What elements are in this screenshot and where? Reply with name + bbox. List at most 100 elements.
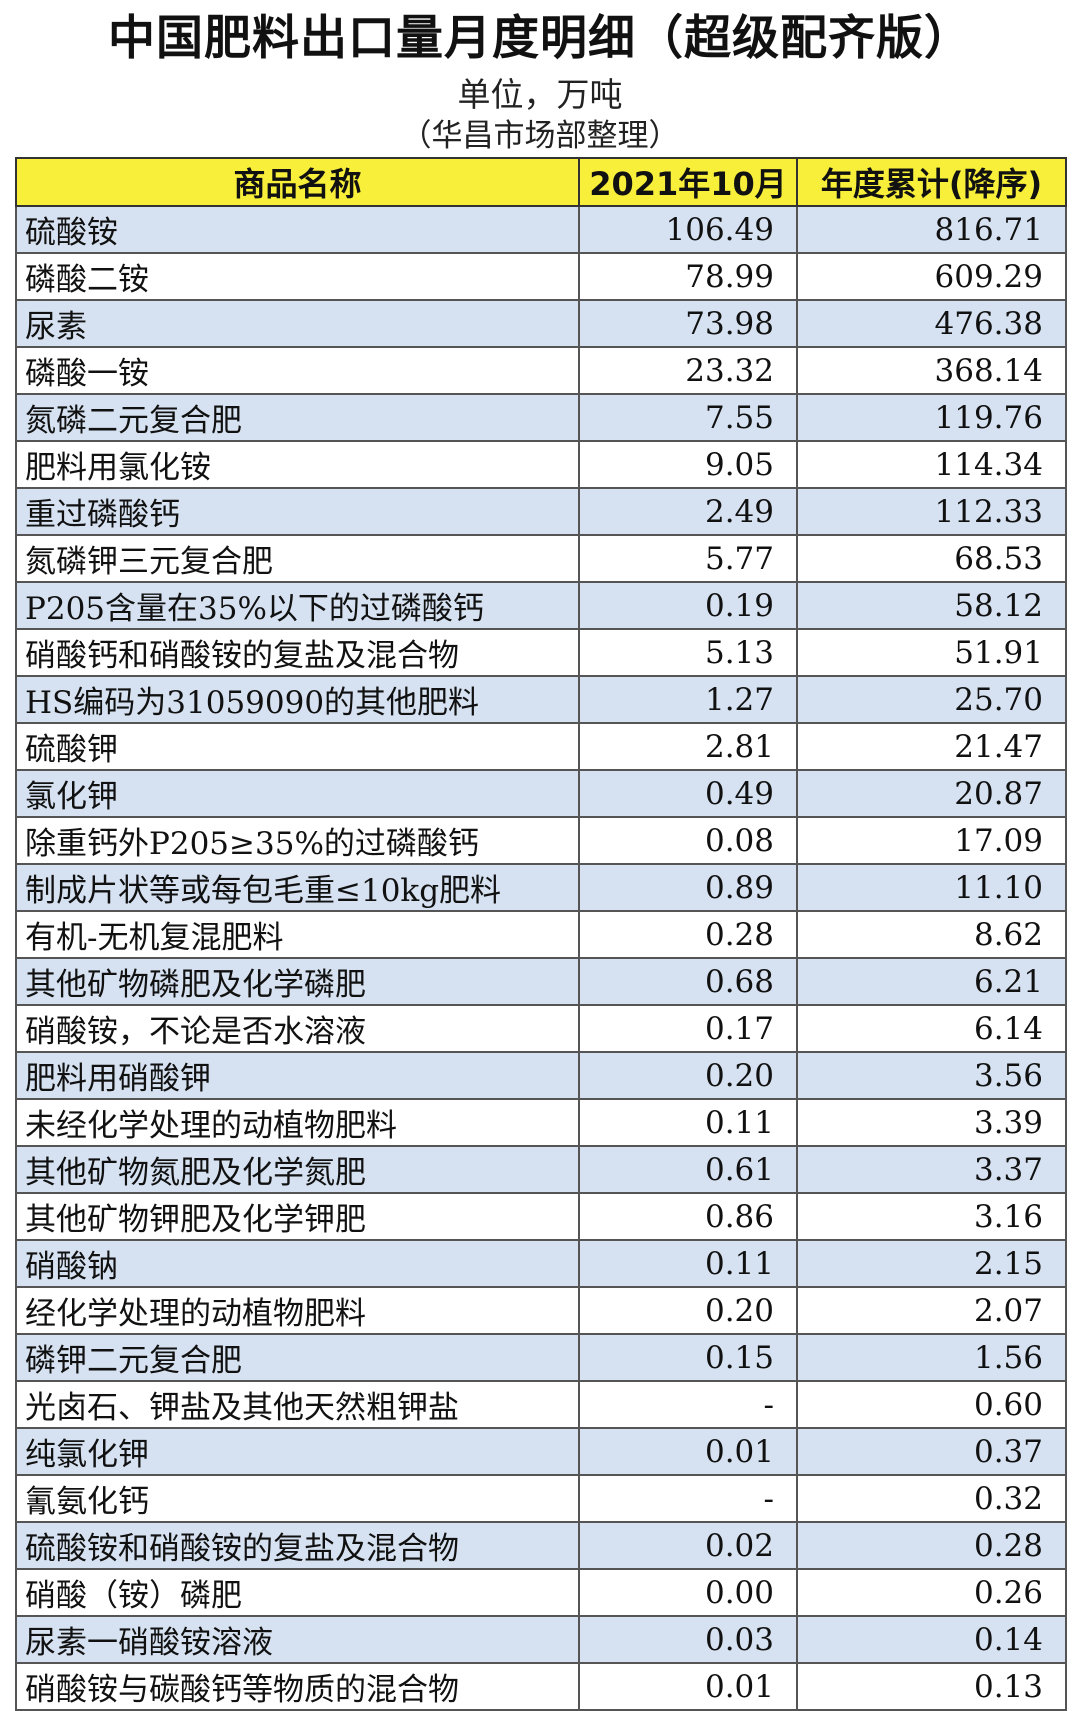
product-name-cell: 制成片状等或每包毛重≤10kg肥料 [15, 863, 580, 912]
ytd-value-cell: 21.47 [796, 722, 1067, 771]
ytd-value-cell: 25.70 [796, 675, 1067, 724]
source-label: （华昌市场部整理） [400, 118, 680, 154]
ytd-value-cell: 112.33 [796, 487, 1067, 536]
table-row: P205含量在35%以下的过磷酸钙 0.19 58.12 [15, 581, 1067, 630]
ytd-value-cell: 3.56 [796, 1051, 1067, 1100]
ytd-value-cell: 6.21 [796, 957, 1067, 1006]
product-name-cell: 硫酸钾 [15, 722, 580, 771]
product-name-cell: 氮磷二元复合肥 [15, 393, 580, 442]
product-name-cell: 光卤石、钾盐及其他天然粗钾盐 [15, 1380, 580, 1429]
table-row: 尿素 73.98 476.38 [15, 299, 1067, 348]
table-row: 制成片状等或每包毛重≤10kg肥料 0.89 11.10 [15, 863, 1067, 912]
month-value-cell: 0.68 [578, 957, 798, 1006]
ytd-value-cell: 114.34 [796, 440, 1067, 489]
table-row: 磷酸二铵 78.99 609.29 [15, 252, 1067, 301]
table-row: 硝酸（铵）磷肥 0.00 0.26 [15, 1568, 1067, 1617]
table-row: 其他矿物氮肥及化学氮肥 0.61 3.37 [15, 1145, 1067, 1194]
month-value-cell: 0.86 [578, 1192, 798, 1241]
product-name-cell: 有机-无机复混肥料 [15, 910, 580, 959]
header-product-name: 商品名称 [15, 157, 580, 207]
ytd-value-cell: 20.87 [796, 769, 1067, 818]
ytd-value-cell: 609.29 [796, 252, 1067, 301]
month-value-cell: 5.77 [578, 534, 798, 583]
ytd-value-cell: 2.07 [796, 1286, 1067, 1335]
table-row: HS编码为31059090的其他肥料 1.27 25.70 [15, 675, 1067, 724]
product-name-cell: 其他矿物氮肥及化学氮肥 [15, 1145, 580, 1194]
month-value-cell: 7.55 [578, 393, 798, 442]
product-name-cell: 肥料用硝酸钾 [15, 1051, 580, 1100]
month-value-cell: 0.03 [578, 1615, 798, 1664]
month-value-cell: 0.20 [578, 1286, 798, 1335]
table-row: 磷钾二元复合肥 0.15 1.56 [15, 1333, 1067, 1382]
ytd-value-cell: 0.32 [796, 1474, 1067, 1523]
table-body: 硫酸铵 106.49 816.71 磷酸二铵 78.99 609.29 尿素 73.98 476… [15, 205, 1067, 1711]
table-row: 经化学处理的动植物肥料 0.20 2.07 [15, 1286, 1067, 1335]
table-row: 氮磷二元复合肥 7.55 119.76 [15, 393, 1067, 442]
page-title: 中国肥料出口量月度明细（超级配齐版） [108, 11, 972, 66]
fertilizer-export-table: 商品名称 2021年10月 年度累计(降序) 硫酸铵 106.49 816.71 磷酸… [15, 157, 1067, 1711]
table-row: 硝酸钠 0.11 2.15 [15, 1239, 1067, 1288]
ytd-value-cell: 0.14 [796, 1615, 1067, 1664]
ytd-value-cell: 17.09 [796, 816, 1067, 865]
month-value-cell: 0.08 [578, 816, 798, 865]
month-value-cell: 1.27 [578, 675, 798, 724]
table-row: 硫酸钾 2.81 21.47 [15, 722, 1067, 771]
month-value-cell: 5.13 [578, 628, 798, 677]
ytd-value-cell: 816.71 [796, 205, 1067, 254]
table-row: 氰氨化钙 -0.32 [15, 1474, 1067, 1523]
month-value-cell: 0.89 [578, 863, 798, 912]
table-row: 有机-无机复混肥料 0.28 8.62 [15, 910, 1067, 959]
ytd-value-cell: 58.12 [796, 581, 1067, 630]
product-name-cell: HS编码为31059090的其他肥料 [15, 675, 580, 724]
month-value-cell: 0.28 [578, 910, 798, 959]
product-name-cell: 氮磷钾三元复合肥 [15, 534, 580, 583]
product-name-cell: 纯氯化钾 [15, 1427, 580, 1476]
product-name-cell: 其他矿物磷肥及化学磷肥 [15, 957, 580, 1006]
product-name-cell: 磷钾二元复合肥 [15, 1333, 580, 1382]
month-value-cell: 23.32 [578, 346, 798, 395]
table-row: 除重钙外P205≥35%的过磷酸钙 0.08 17.09 [15, 816, 1067, 865]
table-row: 尿素一硝酸铵溶液 0.03 0.14 [15, 1615, 1067, 1664]
ytd-value-cell: 0.37 [796, 1427, 1067, 1476]
month-value-cell: 2.81 [578, 722, 798, 771]
product-name-cell: 尿素一硝酸铵溶液 [15, 1615, 580, 1664]
table-row: 氯化钾 0.49 20.87 [15, 769, 1067, 818]
product-name-cell: 硫酸铵和硝酸铵的复盐及混合物 [15, 1521, 580, 1570]
ytd-value-cell: 0.26 [796, 1568, 1067, 1617]
ytd-value-cell: 6.14 [796, 1004, 1067, 1053]
ytd-value-cell: 68.53 [796, 534, 1067, 583]
table-row: 氮磷钾三元复合肥 5.77 68.53 [15, 534, 1067, 583]
ytd-value-cell: 8.62 [796, 910, 1067, 959]
ytd-value-cell: 51.91 [796, 628, 1067, 677]
product-name-cell: 氰氨化钙 [15, 1474, 580, 1523]
table-row: 磷酸一铵 23.32 368.14 [15, 346, 1067, 395]
month-value-cell: - [578, 1474, 798, 1523]
table-row: 光卤石、钾盐及其他天然粗钾盐 -0.60 [15, 1380, 1067, 1429]
product-name-cell: 硝酸（铵）磷肥 [15, 1568, 580, 1617]
product-name-cell: 硝酸铵与碳酸钙等物质的混合物 [15, 1662, 580, 1711]
ytd-value-cell: 0.60 [796, 1380, 1067, 1429]
product-name-cell: 硝酸铵，不论是否水溶液 [15, 1004, 580, 1053]
table-header-row: 商品名称 2021年10月 年度累计(降序) [15, 157, 1067, 207]
month-value-cell: 0.11 [578, 1098, 798, 1147]
month-value-cell: 0.19 [578, 581, 798, 630]
product-name-cell: 硫酸铵 [15, 205, 580, 254]
ytd-value-cell: 3.39 [796, 1098, 1067, 1147]
month-value-cell: - [578, 1380, 798, 1429]
product-name-cell: 除重钙外P205≥35%的过磷酸钙 [15, 816, 580, 865]
table-row: 硝酸铵，不论是否水溶液 0.17 6.14 [15, 1004, 1067, 1053]
table-row: 硫酸铵 106.49 816.71 [15, 205, 1067, 254]
month-value-cell: 9.05 [578, 440, 798, 489]
ytd-value-cell: 119.76 [796, 393, 1067, 442]
month-value-cell: 0.61 [578, 1145, 798, 1194]
product-name-cell: 未经化学处理的动植物肥料 [15, 1098, 580, 1147]
product-name-cell: 磷酸一铵 [15, 346, 580, 395]
product-name-cell: 磷酸二铵 [15, 252, 580, 301]
table-row: 其他矿物钾肥及化学钾肥 0.86 3.16 [15, 1192, 1067, 1241]
header-month: 2021年10月 [578, 157, 798, 207]
month-value-cell: 73.98 [578, 299, 798, 348]
table-row: 硝酸钙和硝酸铵的复盐及混合物 5.13 51.91 [15, 628, 1067, 677]
table-row: 未经化学处理的动植物肥料 0.11 3.39 [15, 1098, 1067, 1147]
product-name-cell: 经化学处理的动植物肥料 [15, 1286, 580, 1335]
ytd-value-cell: 11.10 [796, 863, 1067, 912]
